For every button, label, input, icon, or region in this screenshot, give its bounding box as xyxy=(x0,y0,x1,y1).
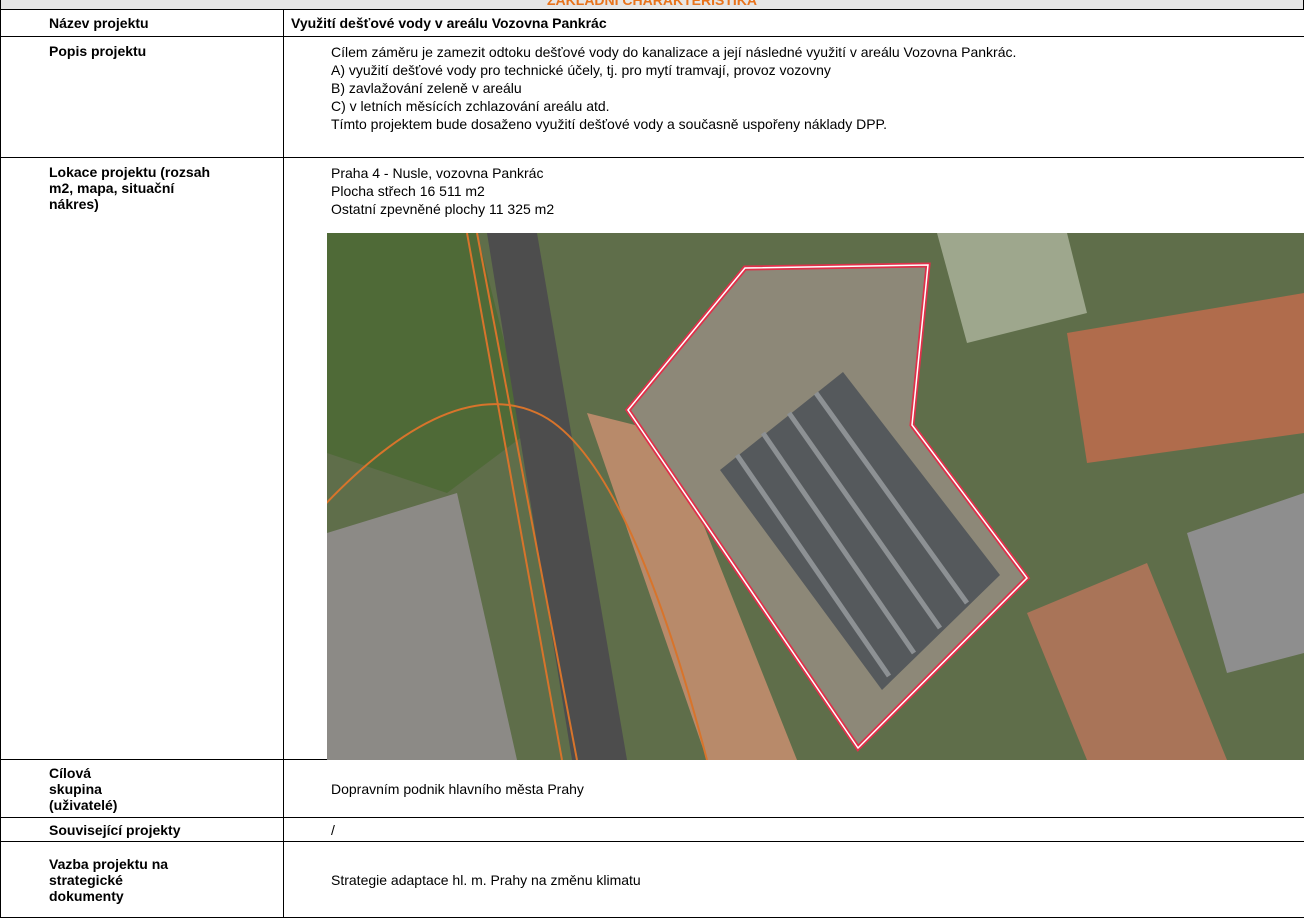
table-row: Cílová skupina (uživatelé) Dopravním podnik… xyxy=(0,760,1304,818)
value-text: Cílem záměru je zamezit odtoku dešťové v… xyxy=(331,44,1017,60)
row-label: Související projekty xyxy=(1,818,284,841)
road xyxy=(487,233,627,760)
row-value: Strategie adaptace hl. m. Prahy na změnu… xyxy=(285,842,1304,917)
value-text: Ostatní zpevněné plochy 11 325 m2 xyxy=(331,201,555,217)
table-row: Lokace projektu (rozsah m2, mapa, situačn… xyxy=(0,158,1304,760)
map-image xyxy=(327,233,1304,760)
label-text: dokumenty xyxy=(49,887,124,904)
row-value: Cílem záměru je zamezit odtoku dešťové v… xyxy=(285,37,1304,157)
label-text: m2, mapa, situační xyxy=(49,180,175,196)
park xyxy=(327,233,527,493)
value-text: A) využití dešťové vody pro technické úč… xyxy=(331,62,831,78)
hall-roof-stripes xyxy=(734,391,970,678)
row-value: Praha 4 - Nusle, vozovna Pankrác Plocha s… xyxy=(285,158,1304,759)
row-label: Název projektu xyxy=(1,10,284,36)
row-value: Dopravním podnik hlavního města Prahy xyxy=(285,760,1304,817)
area-outline-inner xyxy=(627,264,1028,750)
block xyxy=(587,413,797,760)
label-text: nákres) xyxy=(49,196,99,212)
value-text: / xyxy=(331,821,335,838)
row-value: Využití dešťové vody v areálu Vozovna Pa… xyxy=(285,10,1304,36)
row-value: / xyxy=(285,818,1304,841)
label-text: Název projektu xyxy=(49,15,149,31)
row-label: Lokace projektu (rozsah m2, mapa, situačn… xyxy=(1,158,284,759)
value-text: Plocha střech 16 511 m2 xyxy=(331,183,485,199)
section-title: ZÁKLADNÍ CHARAKTERISTIKA xyxy=(547,0,757,8)
value-text: C) v letních měsících zchlazování areálu… xyxy=(331,98,610,114)
label-text: Popis projektu xyxy=(49,43,147,59)
value-text: Praha 4 - Nusle, vozovna Pankrác xyxy=(331,165,544,181)
label-text: Lokace projektu (rozsah xyxy=(49,164,211,180)
row-label: Popis projektu xyxy=(1,37,284,157)
table-row: Popis projektu Cílem záměru je zamezit od… xyxy=(0,37,1304,158)
table-row: Související projekty / xyxy=(0,818,1304,842)
row-label: Cílová skupina (uživatelé) xyxy=(1,760,284,817)
label-text: Související projekty xyxy=(49,821,181,838)
table-row: Název projektu Využití dešťové vody v are… xyxy=(0,10,1304,37)
label-text: skupina xyxy=(49,780,102,797)
section-header: ZÁKLADNÍ CHARAKTERISTIKA xyxy=(0,0,1304,10)
tram-lines xyxy=(327,233,708,760)
table-row: Vazba projektu na strategické dokumenty Str… xyxy=(0,842,1304,918)
label-text: strategické xyxy=(49,871,123,888)
label-text: Cílová xyxy=(49,764,92,781)
value-text: Strategie adaptace hl. m. Prahy na změnu… xyxy=(331,871,641,888)
label-text: Vazba projektu na xyxy=(49,855,169,872)
value-text: B) zavlažování zeleně v areálu xyxy=(331,80,522,96)
block xyxy=(327,493,517,760)
building xyxy=(1027,563,1227,760)
row-label: Vazba projektu na strategické dokumenty xyxy=(1,842,284,917)
value-text: Dopravním podnik hlavního města Prahy xyxy=(331,780,584,797)
building xyxy=(937,233,1087,343)
building xyxy=(1067,293,1304,463)
value-text: Využití dešťové vody v areálu Vozovna Pa… xyxy=(291,15,607,31)
label-text: (uživatelé) xyxy=(49,796,118,813)
value-text: Tímto projektem bude dosaženo využití de… xyxy=(331,116,887,132)
building xyxy=(1187,493,1304,673)
